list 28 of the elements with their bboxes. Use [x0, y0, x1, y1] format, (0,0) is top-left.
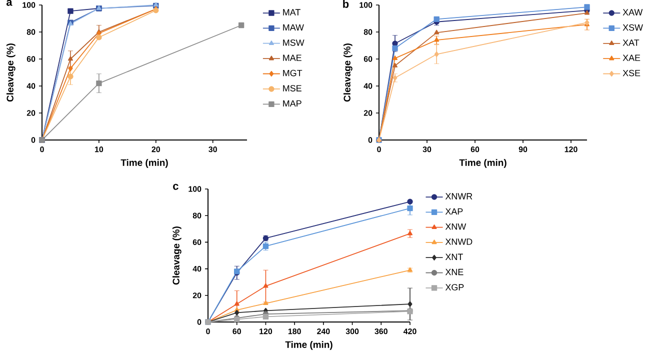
- legend-label: XGP: [445, 284, 464, 290]
- legend-label: XAW: [622, 9, 643, 16]
- legend-label: MAW: [283, 24, 304, 30]
- chart-title: c: [173, 184, 178, 190]
- x-axis-title: Time (min): [120, 159, 168, 168]
- chart-title: a: [6, 0, 12, 6]
- legend-label: MAP: [283, 100, 302, 107]
- legend-label: MGT: [283, 70, 302, 76]
- legend-label: XAT: [622, 40, 640, 46]
- legend-label: XSW: [622, 24, 643, 31]
- legend-label: MSE: [283, 85, 302, 92]
- x-axis-title: Time (min): [459, 159, 506, 168]
- legend-label: XNE: [445, 268, 464, 276]
- y-axis-title: Cleavage (%): [6, 44, 16, 102]
- legend-label: XNWD: [445, 238, 472, 245]
- y-axis-title: Cleavage (%): [343, 44, 352, 102]
- chart-title: b: [343, 0, 349, 8]
- legend-label: XNT: [445, 254, 463, 260]
- y-axis-title: Cleavage (%): [172, 226, 182, 285]
- legend-label: XNWR: [445, 193, 472, 200]
- legend-label: XAE: [622, 54, 640, 61]
- x-axis-title: Time (min): [285, 341, 332, 350]
- legend-label: MSW: [283, 39, 304, 46]
- legend-label: XSE: [622, 70, 640, 76]
- legend-label: MAE: [283, 54, 302, 61]
- legend-label: XNW: [445, 223, 466, 230]
- legend-label: MAT: [283, 9, 300, 16]
- legend-label: XAP: [445, 208, 463, 214]
